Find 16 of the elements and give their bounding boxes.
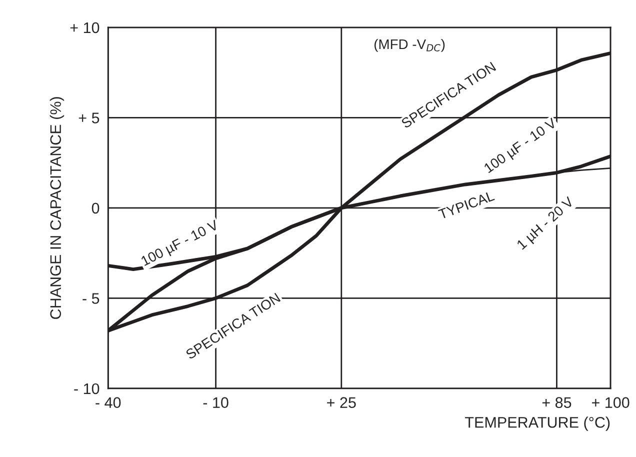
x-tick-label: + 100 bbox=[592, 397, 630, 408]
y-axis-title: CHANGE IN CAPACITANCE (%) bbox=[50, 97, 64, 319]
x-axis-title: TEMPERATURE (°C) bbox=[465, 416, 610, 431]
y-tick-label: - 10 bbox=[74, 383, 100, 394]
annotation: 1 µH - 20 V bbox=[516, 196, 576, 252]
x-tick-label: - 40 bbox=[96, 397, 121, 408]
y-tick-label: + 5 bbox=[78, 112, 100, 124]
y-tick-label: + 10 bbox=[70, 22, 100, 34]
x-tick-label: - 10 bbox=[203, 397, 228, 408]
annotation: 100 µF - 10 V bbox=[140, 219, 220, 268]
annotation: 100 µF - 10 V bbox=[483, 117, 559, 176]
y-tick-label: 0 bbox=[92, 202, 100, 214]
x-tick-label: + 85 bbox=[542, 397, 572, 408]
x-tick-label: + 25 bbox=[327, 397, 356, 408]
annotation: (MFD -V$_{DC}$) bbox=[374, 38, 445, 52]
y-tick-label: - 5 bbox=[82, 293, 100, 304]
